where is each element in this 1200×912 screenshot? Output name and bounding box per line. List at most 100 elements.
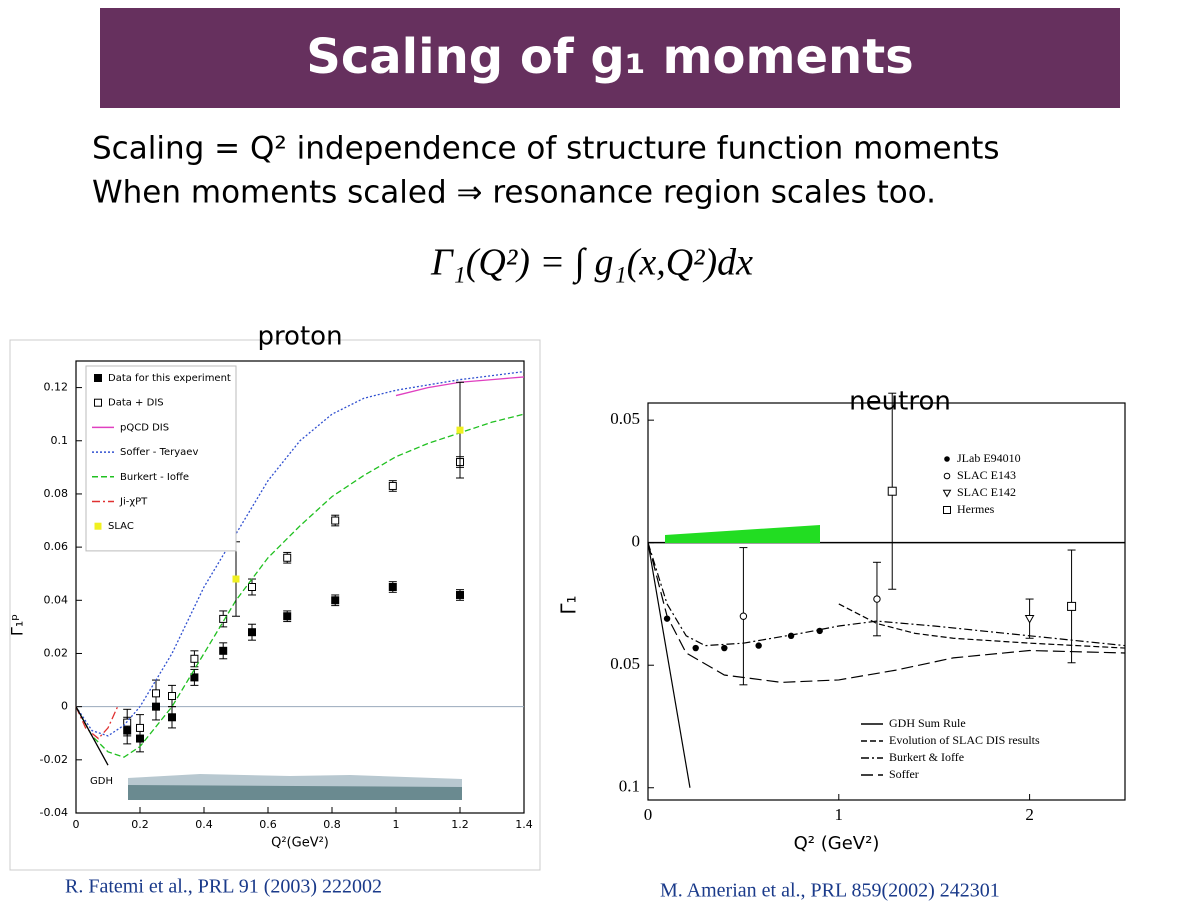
curve bbox=[75, 706, 109, 766]
x-axis-label: Q²(GeV²) bbox=[271, 836, 329, 851]
y-tick-label: -0.02 bbox=[40, 753, 68, 766]
curve bbox=[647, 542, 1126, 683]
y-tick-label: 0.1 bbox=[619, 777, 640, 796]
marker bbox=[755, 642, 762, 649]
text-line: When moments scaled ⇒ resonance region s… bbox=[92, 175, 936, 211]
legend-swatch bbox=[942, 489, 952, 498]
legend-label: Soffer bbox=[889, 767, 919, 781]
x-tick-label: 0 bbox=[644, 805, 653, 824]
x-axis-label: Q² (GeV²) bbox=[794, 833, 880, 854]
marker bbox=[456, 590, 464, 599]
marker bbox=[692, 644, 699, 652]
x-tick-label: 0.8 bbox=[323, 818, 341, 831]
legend-swatch bbox=[94, 522, 102, 530]
chart-title: neutron bbox=[849, 387, 951, 417]
caption: M. Amerian et al., PRL 859(2002) 242301 bbox=[660, 880, 1000, 902]
y-tick-label: 0.1 bbox=[51, 434, 69, 447]
curve bbox=[647, 542, 691, 788]
plot-frame bbox=[647, 402, 1126, 801]
legend-label: Ji-χPT bbox=[119, 497, 148, 508]
legend-label: Burkert - Ioffe bbox=[120, 472, 189, 483]
legend-label: Soffer - Teryaev bbox=[120, 447, 198, 458]
caption: R. Fatemi et al., PRL 91 (2003) 222002 bbox=[65, 876, 382, 898]
marker bbox=[283, 612, 292, 621]
legend-swatch bbox=[944, 456, 950, 462]
legend-label: SLAC bbox=[108, 521, 134, 532]
y-axis-label: Γ₁ bbox=[557, 595, 581, 614]
marker bbox=[663, 615, 671, 622]
slide-title: Scaling of g₁ moments bbox=[306, 29, 913, 85]
y-tick-label: 0.06 bbox=[44, 540, 69, 553]
marker bbox=[232, 575, 240, 583]
x-tick-label: 2 bbox=[1025, 805, 1034, 824]
y-tick-label: 0.05 bbox=[610, 654, 640, 673]
marker bbox=[787, 632, 795, 640]
marker bbox=[152, 689, 160, 698]
x-tick-label: 0.6 bbox=[259, 818, 277, 831]
marker bbox=[136, 723, 144, 732]
legend-label: GDH Sum Rule bbox=[889, 716, 966, 730]
marker bbox=[168, 713, 176, 722]
marker bbox=[219, 614, 228, 623]
marker bbox=[721, 644, 728, 652]
curve bbox=[75, 413, 525, 758]
legend-label: SLAC E143 bbox=[957, 468, 1016, 482]
marker bbox=[190, 673, 199, 682]
x-tick-label: 1.4 bbox=[515, 818, 533, 831]
y-tick-label: 0.12 bbox=[44, 381, 69, 394]
legend-label: Data + DIS bbox=[108, 398, 164, 409]
marker bbox=[456, 426, 464, 434]
curve bbox=[75, 706, 119, 740]
annotation: GDH bbox=[90, 776, 113, 787]
curve bbox=[838, 603, 1126, 649]
y-tick-label: 0.04 bbox=[44, 593, 69, 606]
y-axis-label: Γ₁ᵖ bbox=[8, 614, 27, 636]
x-tick-label: 1 bbox=[393, 818, 400, 831]
legend-label: Burkert & Ioffe bbox=[889, 750, 964, 764]
formula: Γ₁(Q²) = ∫ g₁(x,Q²)dx bbox=[430, 242, 753, 286]
plot-frame bbox=[75, 360, 525, 814]
legend-label: Data for this experiment bbox=[108, 373, 231, 384]
marker bbox=[388, 481, 397, 490]
chart-title: proton bbox=[257, 322, 342, 352]
marker bbox=[331, 516, 340, 525]
legend-swatch bbox=[943, 506, 951, 514]
y-tick-label: 0 bbox=[61, 700, 68, 713]
curve bbox=[647, 542, 1126, 647]
figure-frame bbox=[9, 339, 541, 871]
title-bar bbox=[100, 8, 1120, 108]
legend-swatch bbox=[943, 472, 951, 480]
curve bbox=[75, 370, 525, 737]
marker bbox=[123, 718, 132, 727]
x-tick-label: 0.4 bbox=[195, 818, 213, 831]
x-tick-label: 1 bbox=[835, 805, 844, 824]
marker bbox=[388, 583, 397, 591]
marker bbox=[887, 486, 897, 496]
marker bbox=[1024, 614, 1035, 624]
systematic-band bbox=[128, 785, 462, 800]
x-tick-label: 1.2 bbox=[451, 818, 469, 831]
marker bbox=[331, 596, 340, 605]
legend-label: SLAC E142 bbox=[957, 485, 1016, 499]
marker bbox=[248, 628, 256, 637]
legend-swatch bbox=[94, 398, 102, 407]
systematic-band bbox=[665, 525, 820, 543]
legend-label: Hermes bbox=[957, 502, 995, 516]
y-tick-label: 0.05 bbox=[610, 409, 640, 428]
y-tick-label: 0.08 bbox=[44, 487, 69, 500]
marker bbox=[190, 654, 199, 663]
marker bbox=[873, 595, 881, 603]
marker bbox=[283, 553, 292, 562]
marker bbox=[1067, 601, 1077, 611]
legend-box bbox=[85, 365, 237, 552]
y-tick-label: 0 bbox=[632, 532, 641, 551]
legend-label: pQCD DIS bbox=[120, 422, 169, 433]
y-tick-label: 0.02 bbox=[44, 646, 69, 659]
marker bbox=[168, 692, 176, 701]
legend-swatch bbox=[94, 374, 102, 382]
text-line: Scaling = Q² independence of structure f… bbox=[92, 131, 1000, 167]
legend-label: Evolution of SLAC DIS results bbox=[889, 733, 1040, 747]
marker bbox=[739, 612, 748, 620]
y-tick-label: -0.04 bbox=[40, 806, 68, 819]
